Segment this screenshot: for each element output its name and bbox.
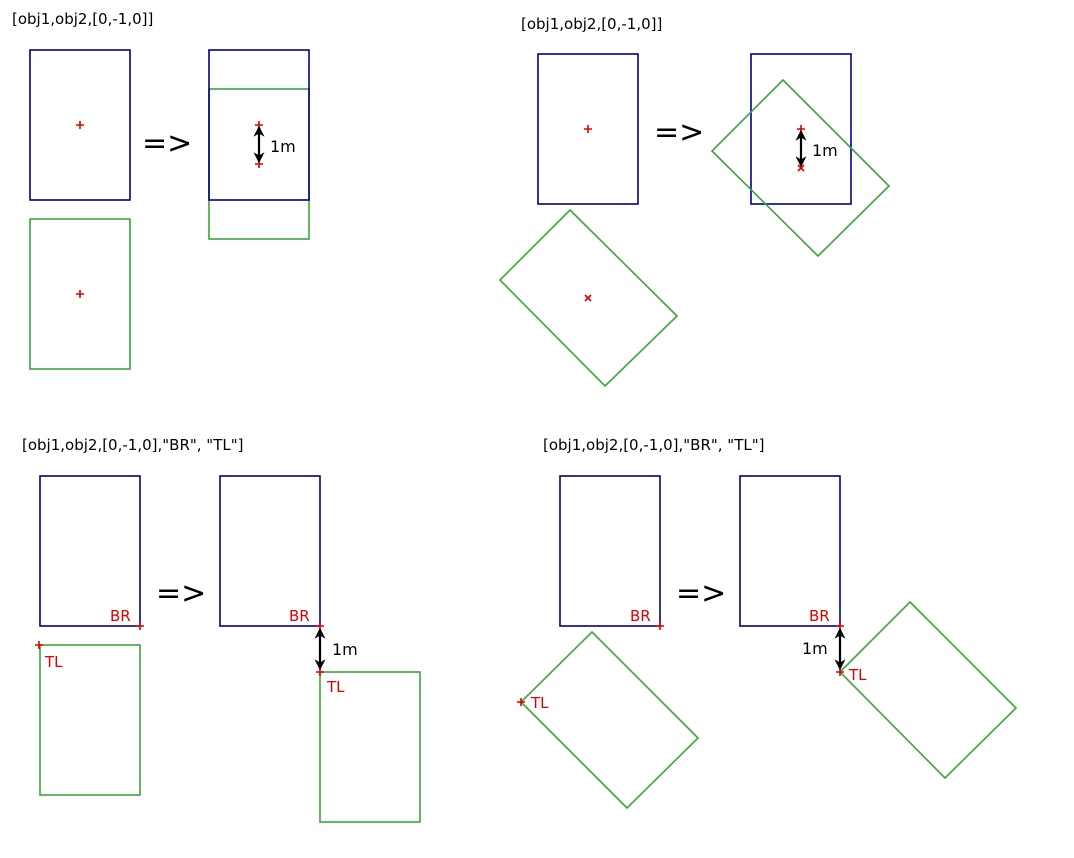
- corner-label-tl-after: TL: [326, 678, 345, 696]
- obj1-box-after: [219, 475, 321, 627]
- obj2-center-marker: [584, 294, 592, 302]
- obj1-box-before: [537, 53, 639, 205]
- distance-label: 1m: [332, 640, 358, 659]
- obj1-box-after: [739, 475, 841, 627]
- obj2-center-marker-after: [797, 164, 805, 172]
- distance-label: 1m: [270, 137, 296, 156]
- obj1-box-before: [39, 475, 141, 627]
- panel-top-left-caption: [obj1,obj2,[0,-1,0]]: [12, 10, 153, 28]
- obj2-rotated-box-after: [838, 600, 1018, 780]
- transform-arrow: =>: [654, 115, 704, 150]
- obj2-center-marker-after: [255, 160, 263, 168]
- obj1-box-before: [559, 475, 661, 627]
- panel-top-left: [obj1,obj2,[0,-1,0]] => 1m: [12, 10, 310, 370]
- transform-arrow: =>: [142, 126, 192, 161]
- corner-label-br: BR: [630, 607, 651, 625]
- panel-top-right-caption: [obj1,obj2,[0,-1,0]]: [521, 15, 662, 33]
- obj1-center-marker-after: [255, 121, 263, 129]
- br-corner-marker: [656, 622, 664, 630]
- panel-bottom-right-caption: [obj1,obj2,[0,-1,0],"BR", "TL"]: [543, 436, 764, 454]
- obj2-rotated-box-before: [519, 630, 700, 810]
- panel-top-right: [obj1,obj2,[0,-1,0]] => 1m: [498, 15, 891, 388]
- distance-label: 1m: [802, 639, 828, 658]
- br-corner-marker-after: [316, 622, 324, 630]
- distance-label: 1m: [812, 141, 838, 160]
- obj1-box-before: [29, 49, 131, 201]
- obj1-center-marker-after: [797, 125, 805, 133]
- obj2-center-marker: [76, 290, 84, 298]
- obj2-box-after: [319, 671, 421, 823]
- br-corner-marker: [136, 622, 144, 630]
- br-corner-marker-after: [836, 622, 844, 630]
- obj2-box-before: [29, 218, 131, 370]
- obj1-box-after: [750, 53, 852, 205]
- transform-arrow: =>: [676, 576, 726, 611]
- corner-label-tl: TL: [530, 694, 549, 712]
- corner-label-tl-after: TL: [848, 666, 867, 684]
- panel-bottom-right: [obj1,obj2,[0,-1,0],"BR", "TL"] BR TL =>…: [517, 436, 1018, 810]
- obj1-center-marker: [584, 125, 592, 133]
- obj1-center-marker: [76, 121, 84, 129]
- obj2-box-before: [39, 644, 141, 796]
- obj1-box-after: [208, 49, 310, 201]
- transform-arrow: =>: [156, 576, 206, 611]
- corner-label-tl: TL: [44, 653, 63, 671]
- tl-corner-marker: [517, 698, 525, 706]
- corner-label-br-after: BR: [289, 607, 310, 625]
- obj2-rotated-box-after: [710, 78, 891, 258]
- panel-bottom-left: [obj1,obj2,[0,-1,0],"BR", "TL"] BR TL =>…: [22, 436, 421, 823]
- corner-label-br: BR: [110, 607, 131, 625]
- obj2-rotated-box-before: [498, 208, 679, 388]
- panel-bottom-left-caption: [obj1,obj2,[0,-1,0],"BR", "TL"]: [22, 436, 243, 454]
- corner-label-br-after: BR: [809, 607, 830, 625]
- tl-corner-marker: [35, 641, 43, 649]
- tl-corner-marker-after: [316, 668, 324, 676]
